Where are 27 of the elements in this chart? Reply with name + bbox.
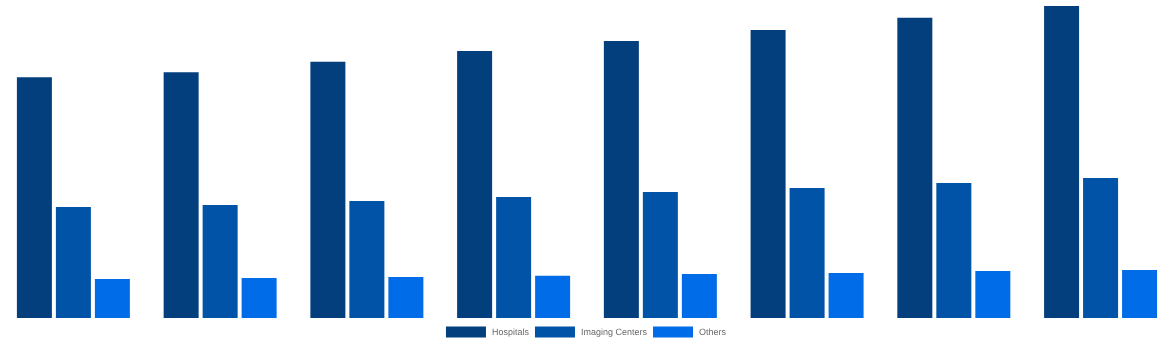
bar	[496, 196, 532, 318]
bar	[310, 61, 346, 318]
bar	[975, 270, 1011, 318]
legend-label: Imaging Centers	[581, 328, 647, 337]
bar	[750, 30, 786, 318]
bar	[55, 206, 91, 318]
bar	[241, 278, 277, 318]
bar	[16, 77, 52, 318]
bar	[535, 275, 571, 318]
bar	[603, 40, 639, 318]
legend-label: Hospitals	[492, 328, 529, 337]
bar	[1083, 177, 1119, 318]
bar	[457, 50, 493, 318]
legend-label: Others	[699, 328, 726, 336]
bar	[789, 187, 825, 318]
bar	[94, 278, 130, 318]
bar	[1044, 5, 1080, 318]
bar	[349, 200, 385, 318]
bar	[642, 191, 678, 318]
bar	[202, 205, 238, 318]
bar	[681, 273, 717, 318]
bar	[1122, 269, 1158, 318]
bar	[388, 277, 424, 318]
bar	[897, 17, 933, 318]
bar	[163, 72, 199, 318]
bar	[828, 273, 864, 318]
bar	[936, 182, 972, 318]
